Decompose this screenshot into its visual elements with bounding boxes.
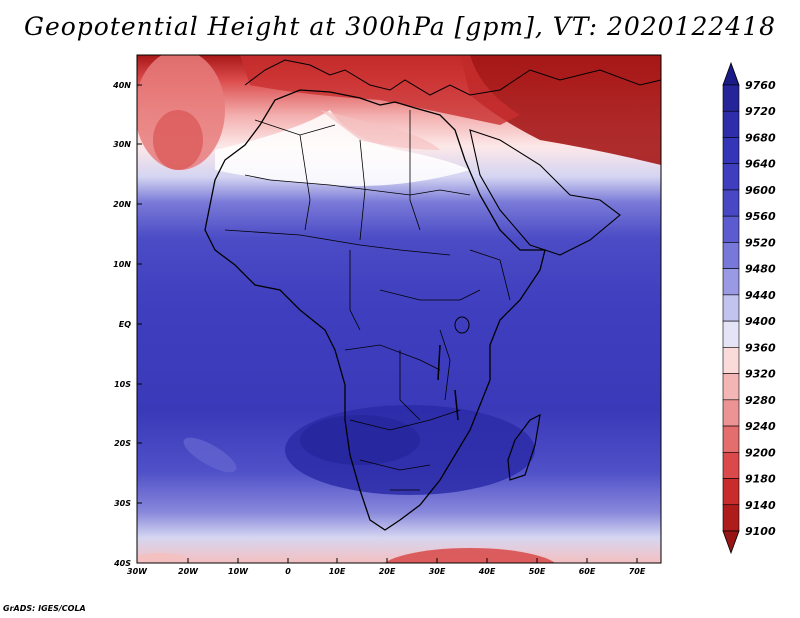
colorbar-label: 9140 (745, 499, 776, 512)
lon-tick-label: 60E (579, 567, 596, 576)
colorbar-label: 9720 (745, 105, 776, 118)
lon-tick-label: 50E (529, 567, 546, 576)
europe-coastline (244, 59, 661, 96)
lat-tick-label: 40S (113, 559, 131, 568)
colorbar: 9760 9720 9680 9640 9600 9560 9520 9480 9440 9400… (722, 61, 776, 555)
arabia-coastline (469, 129, 621, 256)
lon-tick-label: 30E (429, 567, 446, 576)
africa-coastline (204, 89, 546, 531)
colorbar-swatch (722, 189, 740, 217)
colorbar-swatch (722, 425, 740, 453)
colorbar-label: 9680 (745, 131, 776, 144)
colorbar-swatch (722, 294, 740, 322)
colorbar-swatch (722, 478, 740, 506)
lat-tick-label: 10S (114, 380, 131, 389)
colorbar-swatch (722, 373, 740, 401)
colorbar-swatch (722, 110, 740, 138)
chart-title: Geopotential Height at 300hPa [gpm], VT:… (23, 12, 777, 41)
colorbar-label: 9400 (745, 315, 776, 328)
colorbar-swatch (722, 399, 740, 427)
colorbar-label: 9640 (745, 158, 776, 171)
colorbar-swatch (722, 163, 740, 191)
colorbar-swatch (722, 347, 740, 374)
grads-credit: GrADS: IGES/COLA (3, 604, 86, 613)
colorbar-label: 9200 (745, 446, 776, 459)
lon-tick-label: 10E (329, 567, 346, 576)
colorbar-swatch (722, 320, 740, 348)
colorbar-label: 9100 (745, 525, 776, 538)
colorbar-label: 9760 (745, 79, 776, 92)
colorbar-swatch (722, 268, 740, 296)
madagascar-coastline (507, 413, 541, 481)
lake-tanganyika (437, 344, 441, 381)
height-field (137, 55, 661, 563)
lon-axis: 30W 20W 10W 0 10E 20E 30E 40E 50E 60E 70… (127, 558, 646, 576)
colorbar-bottom-arrow (722, 530, 740, 555)
lon-tick-label: 10W (228, 567, 249, 576)
colorbar-swatch (722, 84, 740, 112)
colorbar-label: 9520 (745, 236, 776, 249)
lake-malawi (454, 389, 459, 421)
colorbar-label: 9320 (745, 368, 776, 381)
lat-axis: 40N 30N 20N 10N EQ 10S 20S 30S 40S (112, 81, 142, 568)
lat-tick-label: 30S (114, 499, 131, 508)
colorbar-swatch (722, 137, 740, 165)
colorbar-label: 9600 (745, 184, 776, 197)
lon-tick-label: 20W (178, 567, 199, 576)
colorbar-swatch (722, 451, 740, 479)
colorbar-label: 9480 (745, 263, 776, 276)
lat-tick-label: 20N (113, 200, 131, 209)
lat-tick-label: 30N (113, 140, 131, 149)
colorbar-label: 9560 (745, 210, 776, 223)
lat-tick-label: 20S (114, 439, 131, 448)
lon-tick-label: 40E (478, 567, 496, 576)
colorbar-top-arrow (722, 61, 740, 86)
colorbar-label: 9240 (745, 420, 776, 433)
lake-victoria (454, 316, 470, 334)
lon-tick-label: 0 (285, 567, 291, 576)
lon-tick-label: 70E (629, 567, 646, 576)
lon-tick-label: 20E (379, 567, 396, 576)
colorbar-swatch (722, 215, 740, 243)
map-frame (136, 54, 662, 564)
colorbar-label: 9360 (745, 341, 776, 354)
lat-tick-label: 40N (112, 81, 131, 90)
lat-tick-label: EQ (119, 320, 131, 329)
colorbar-label: 9440 (745, 289, 776, 302)
colorbar-label: 9180 (745, 473, 776, 486)
colorbar-swatch (722, 504, 740, 532)
colorbar-swatch (722, 242, 740, 269)
lon-tick-label: 30W (127, 567, 148, 576)
colorbar-label: 9280 (745, 394, 776, 407)
country-borders (224, 110, 511, 491)
lat-tick-label: 10N (113, 260, 131, 269)
